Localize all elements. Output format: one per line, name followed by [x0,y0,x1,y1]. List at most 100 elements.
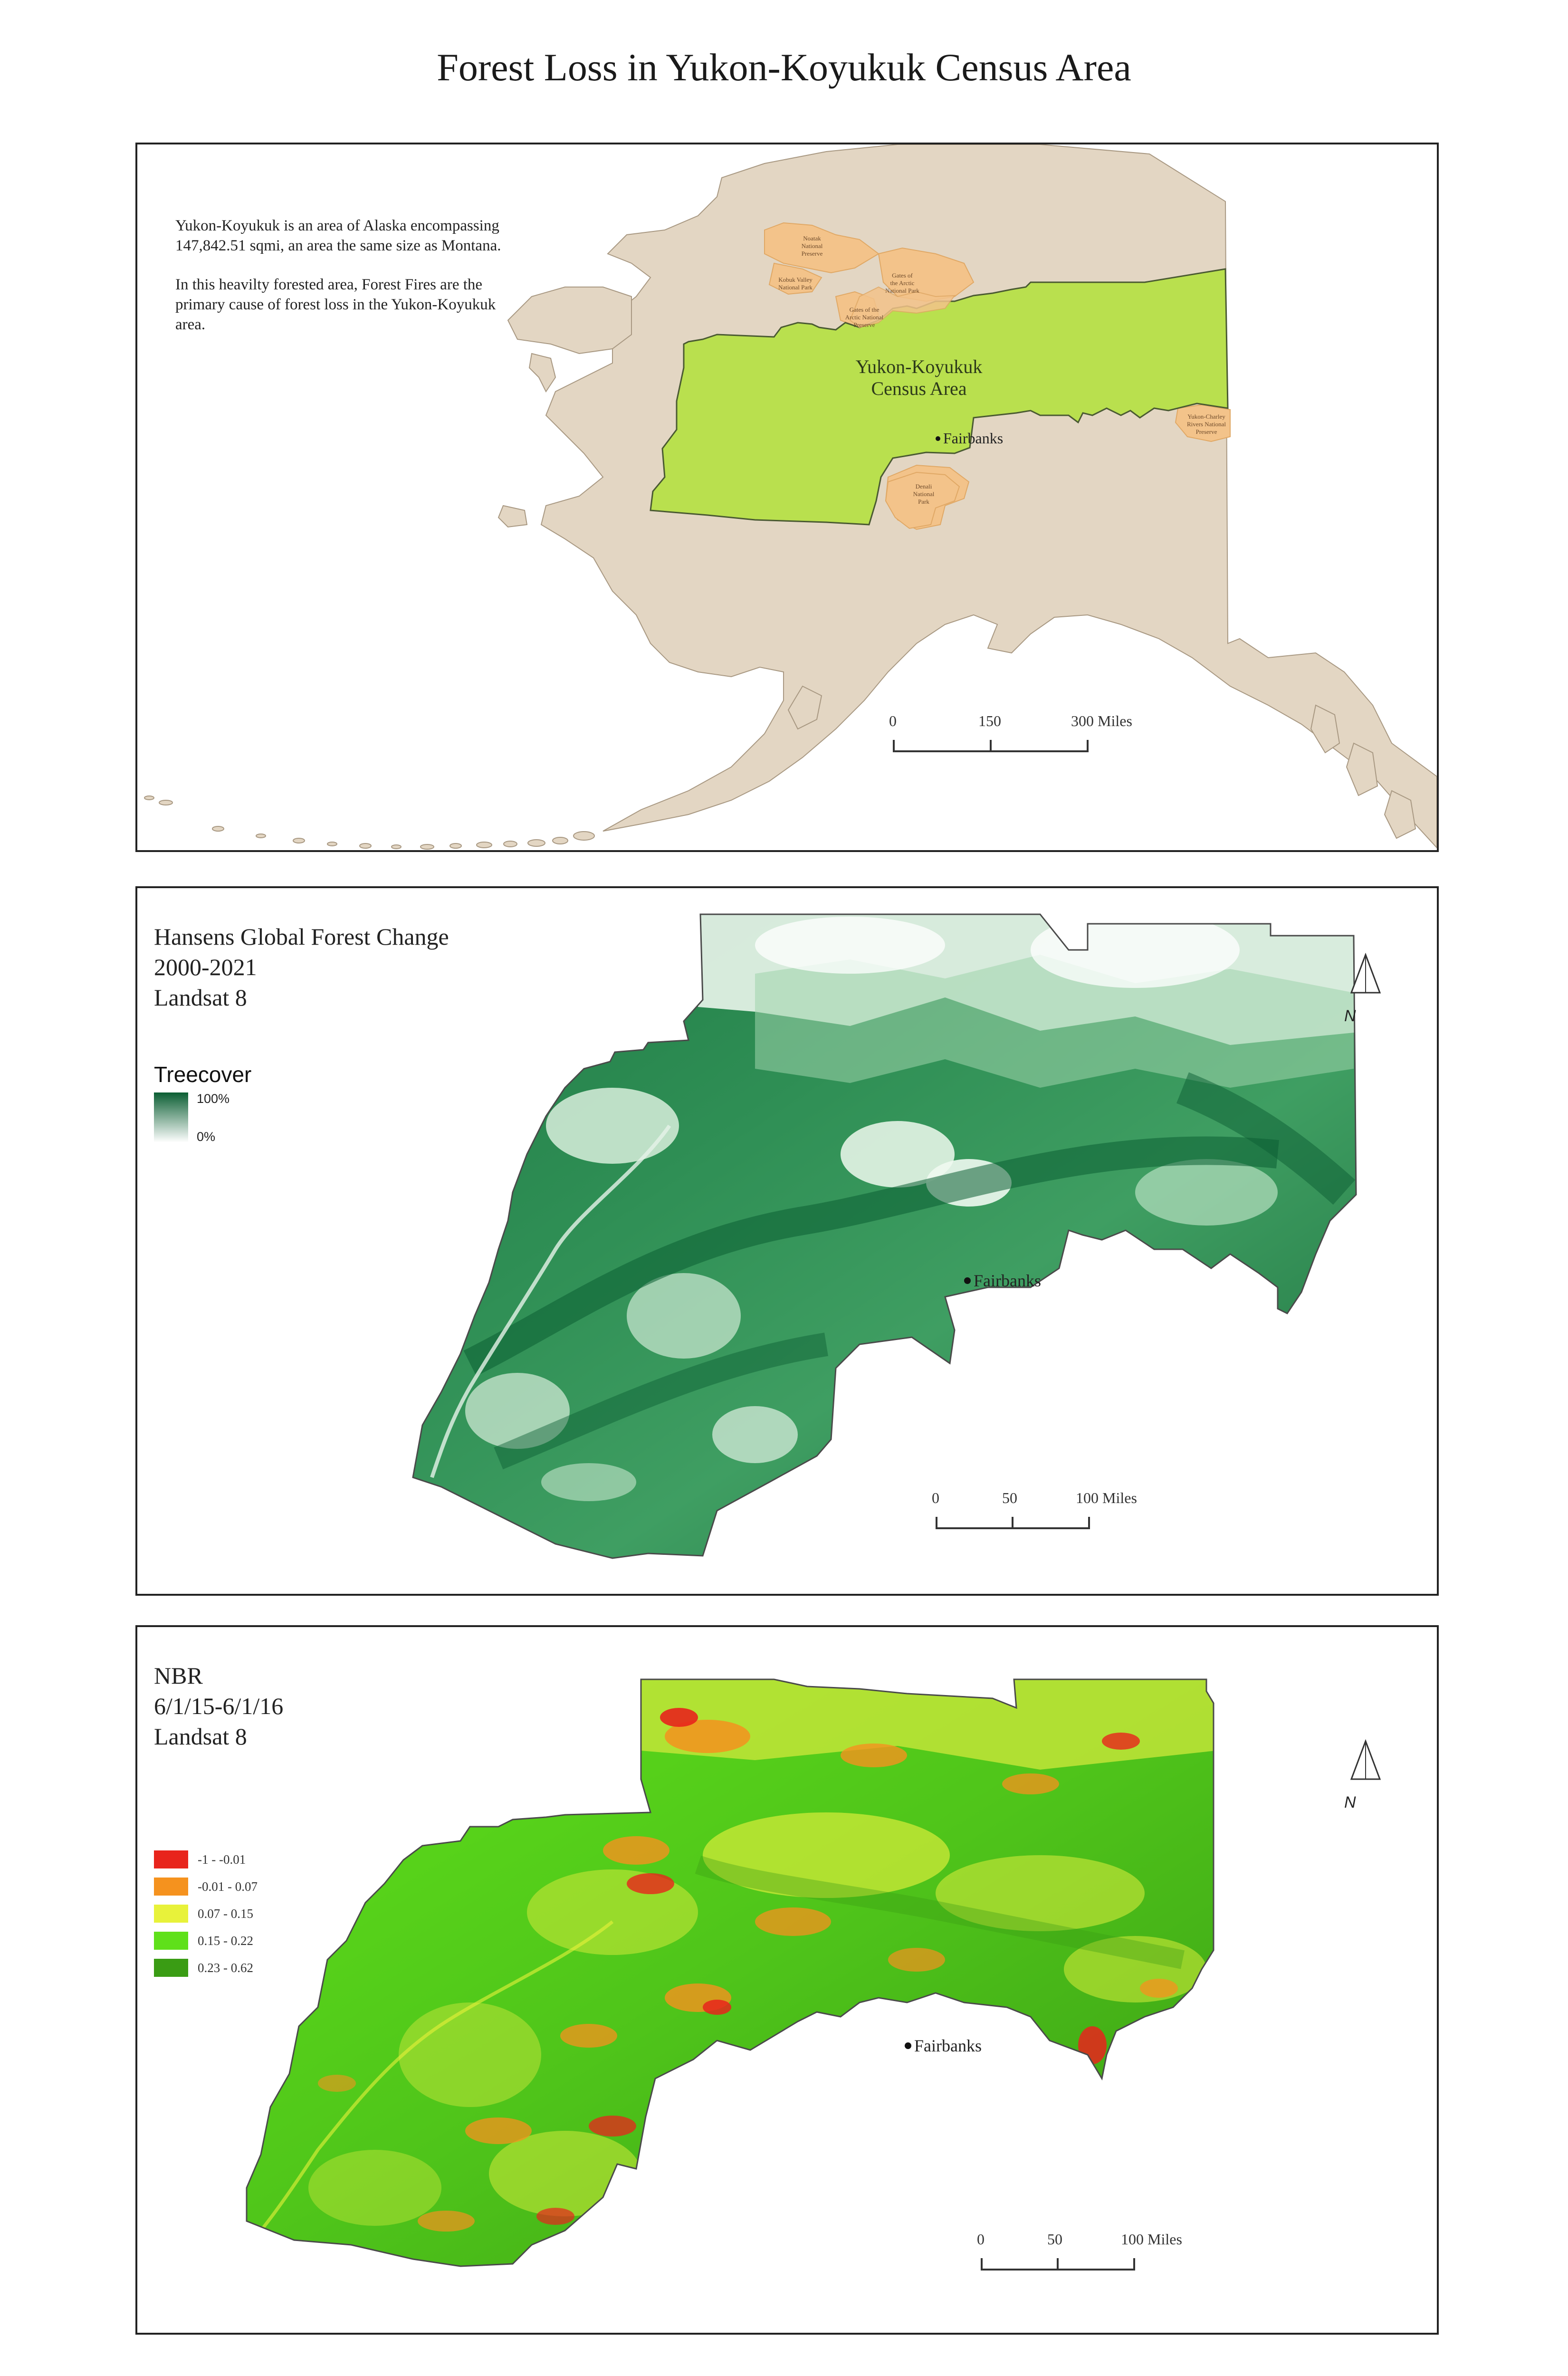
nbr-class-label: 0.07 - 0.15 [198,1906,253,1921]
fairbanks-marker-nbr: Fairbanks [905,2036,982,2056]
intro-text: Yukon-Koyukuk is an area of Alaska encom… [175,216,517,354]
scale-bar-treecover: 0 50 100 Miles [932,1489,1140,1537]
north-label-treecover: N [1344,1007,1356,1025]
intro-paragraph-1: Yukon-Koyukuk is an area of Alaska encom… [175,217,501,254]
scale-bar-tick [1012,1517,1013,1529]
nbr-title-line-2: 6/1/15-6/1/16 [154,1693,284,1719]
north-label-nbr: N [1344,1793,1356,1811]
census-area-label: Yukon-Koyukuk Census Area [829,356,1009,400]
treecover-legend-low: 0% [197,1130,216,1144]
treecover-gradient-swatch [154,1092,188,1142]
scale-label-0: 0 [977,2231,985,2248]
city-label: Fairbanks [943,430,1004,447]
nbr-swatch [154,1878,188,1896]
park-label-line: Noatak [803,235,821,242]
nbr-legend-row: 0.23 - 0.62 [154,1959,253,1977]
aleutian-islands [144,795,595,850]
scale-label-end: 100 Miles [1121,2231,1182,2248]
north-arrow-icon-nbr [1350,1739,1381,1780]
nbr-legend-row: -0.01 - 0.07 [154,1878,258,1896]
city-label: Fairbanks [914,2036,982,2055]
yukon-charley-shape [1175,404,1231,442]
denali-overlap [885,471,960,529]
burn-patches [318,1708,1178,2232]
fairbanks-marker-overview: Fairbanks [936,430,1003,447]
nbr-class-label: -0.01 - 0.07 [198,1879,258,1894]
park-label-kobuk: Kobuk Valley National Park [769,276,822,291]
nbr-legend-row: -1 - -0.01 [154,1850,246,1868]
city-label: Fairbanks [974,1271,1041,1290]
nbr-class-label: 0.15 - 0.22 [198,1933,253,1948]
park-label-noatak: Noatak National Preserve [791,235,833,258]
park-label-line: Rivers National [1187,421,1226,428]
scale-label-mid: 50 [1002,1489,1017,1506]
overview-map-panel: Yukon-Koyukuk is an area of Alaska encom… [135,143,1439,852]
kodiak-island [787,685,822,730]
st-lawrence-island [528,353,556,393]
park-label-gates-park: Gates of the Arctic National Park [876,272,928,295]
park-label-line: National Park [778,284,813,291]
nbr-swatch [154,1905,188,1923]
intro-paragraph-2: In this heavilty forested area, Forest F… [175,276,496,333]
overview-map [144,144,1437,850]
nbr-map [246,1678,1381,2267]
noatak-preserve-shape [764,222,880,274]
park-label-line: Yukon-Charley [1187,413,1225,420]
seward-peninsula [507,287,632,354]
scale-bar-overview: 0 150 300 Miles [889,712,1132,760]
park-label-line: National Park [885,287,919,294]
scale-bar-tick [990,740,992,752]
city-dot-icon [936,436,940,441]
nunivak-island [497,505,528,528]
nbr-legend-row: 0.07 - 0.15 [154,1905,253,1923]
park-label-denali: Denali National Park [902,483,945,506]
park-label-line: Park [918,498,929,505]
park-label-line: Arctic National [845,314,884,321]
scale-label-mid: 150 [978,712,1001,729]
scale-label-0: 0 [932,1489,939,1506]
park-label-line: Denali [915,483,932,490]
nbr-class-label: -1 - -0.01 [198,1852,246,1867]
panhandle-islands [1310,704,1416,839]
nbr-swatch [154,1959,188,1977]
nbr-legend-row: 0.15 - 0.22 [154,1932,253,1950]
nbr-title-line-3: Landsat 8 [154,1723,247,1750]
treecover-title: Hansens Global Forest Change 2000-2021 L… [154,921,449,1013]
treecover-legend-high: 100% [197,1092,230,1106]
nbr-raster [247,1679,1214,2266]
map-title: Forest Loss in Yukon-Koyukuk Census Area [437,46,1131,89]
city-dot-icon [964,1277,971,1284]
treecover-title-line-2: 2000-2021 [154,954,257,980]
gates-arctic-overlap [849,286,956,328]
park-label-line: Gates of the [849,306,880,313]
nbr-swatch [154,1932,188,1950]
park-label-line: the Arctic [890,279,915,287]
nbr-map-panel: NBR 6/1/15-6/1/16 Landsat 8 -1 - -0.01 -… [135,1625,1439,2335]
scale-label-end: 100 Miles [1076,1489,1137,1506]
park-label-line: Preserve [801,250,823,257]
scale-bar-nbr: 0 50 100 Miles [977,2231,1185,2278]
scale-label-end: 300 Miles [1071,712,1132,729]
park-label-line: Preserve [853,321,875,328]
scale-bar-tick [1057,2258,1059,2271]
nbr-swatch [154,1850,188,1868]
park-label-line: National [801,242,823,249]
nbr-title-line-1: NBR [154,1662,203,1689]
scale-label-0: 0 [889,712,897,729]
park-label-line: Kobuk Valley [778,276,813,283]
scale-label-mid: 50 [1047,2231,1062,2248]
park-label-line: Preserve [1195,428,1217,435]
treecover-map-panel: Hansens Global Forest Change 2000-2021 L… [135,886,1439,1596]
treecover-map [412,913,1381,1559]
treecover-raster [413,914,1356,1558]
park-label-line: Gates of [892,272,913,279]
park-label-line: National [913,490,935,498]
city-dot-icon [905,2042,911,2049]
gates-arctic-park-shape [878,247,975,302]
nbr-title: NBR 6/1/15-6/1/16 Landsat 8 [154,1660,283,1752]
park-label-gates-preserve: Gates of the Arctic National Preserve [838,306,890,329]
treecover-title-line-3: Landsat 8 [154,984,247,1011]
fairbanks-marker-treecover: Fairbanks [964,1271,1041,1291]
nbr-class-label: 0.23 - 0.62 [198,1960,253,1975]
north-arrow-icon-treecover [1350,952,1381,994]
